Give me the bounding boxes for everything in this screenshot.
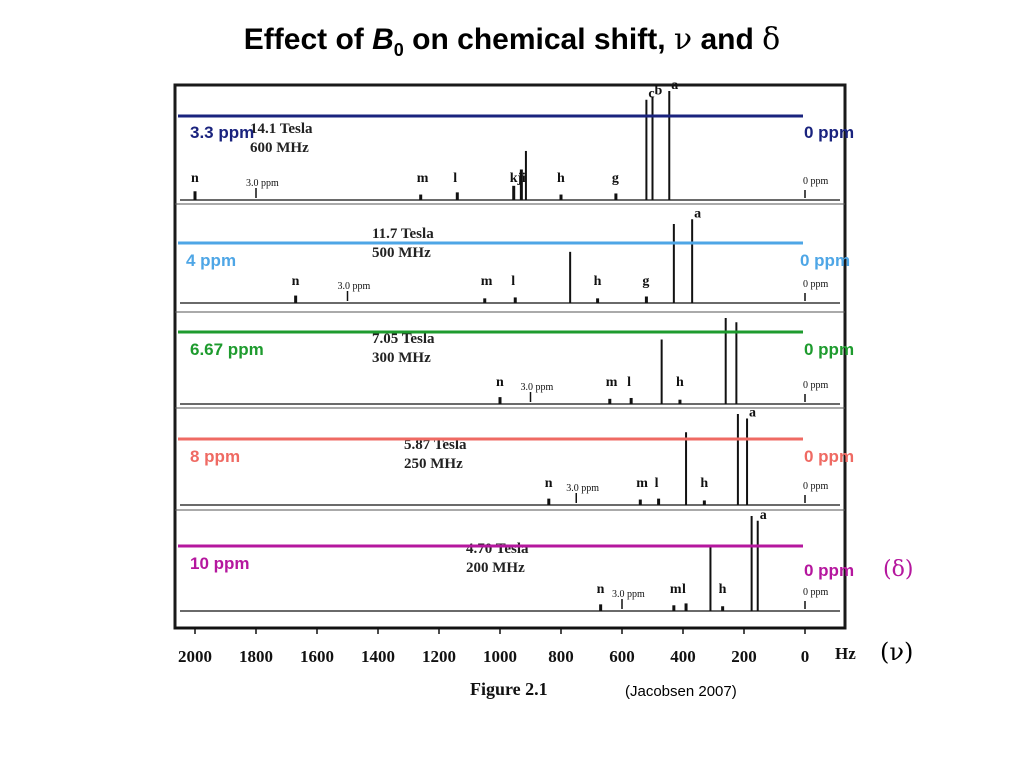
peak-label: g bbox=[612, 171, 619, 186]
slide-title: Effect of B0 on chemical shift, ν and δ bbox=[0, 22, 1024, 61]
zero-ppm-label: 0 ppm bbox=[803, 380, 829, 391]
peak-label: a bbox=[749, 406, 756, 421]
title-subscript: 0 bbox=[393, 40, 404, 60]
peak-label: l bbox=[453, 171, 457, 186]
ppm-range-right-label: 0 ppm bbox=[804, 340, 855, 359]
zero-ppm-label: 0 ppm bbox=[803, 481, 829, 492]
field-strength-label: 4.70 Tesla bbox=[466, 541, 529, 557]
x-tick-label: 600 bbox=[609, 647, 635, 666]
ppm-range-left-label: 6.67 ppm bbox=[190, 340, 264, 359]
ppm-range-left-label: 4 ppm bbox=[186, 251, 237, 270]
x-tick-label: 1800 bbox=[239, 647, 273, 666]
frequency-label: 600 MHz bbox=[250, 140, 309, 156]
peak-label: l bbox=[511, 274, 515, 289]
ppm-range-right-label: 0 ppm bbox=[804, 447, 855, 466]
title-prefix: Effect of bbox=[243, 23, 373, 56]
frequency-label: 300 MHz bbox=[372, 350, 431, 366]
peak-label: m bbox=[481, 274, 493, 289]
title-delta: δ bbox=[762, 22, 781, 57]
x-axis-label: Hz bbox=[835, 644, 856, 663]
peak-label: i bbox=[522, 171, 526, 186]
field-strength-label: 7.05 Tesla bbox=[372, 331, 435, 347]
spectrum-panel: n m l h a 3.0 ppm 0 ppm 5.87 Tesla 250 MHz bbox=[180, 406, 840, 506]
peak-label: h bbox=[594, 274, 602, 289]
field-strength-label: 14.1 Tesla bbox=[250, 121, 313, 137]
spectrum-panel: n m l h g a 3.0 ppm 0 ppm 11.7 Tesla 500 MHz bbox=[180, 206, 840, 304]
spectrum-panel: n m l h 3.0 ppm 0 ppm 7.05 Tesla 300 MHz bbox=[180, 318, 840, 405]
ppm-marker-label: 3.0 ppm bbox=[612, 589, 645, 600]
peak-label: m bbox=[636, 476, 648, 491]
peak-label: m bbox=[417, 171, 429, 186]
ppm-range-right-label: 0 ppm bbox=[804, 561, 855, 580]
ppm-marker-label: 3.0 ppm bbox=[521, 382, 554, 393]
field-strength-label: 11.7 Tesla bbox=[372, 226, 434, 242]
ppm-marker-label: 3.0 ppm bbox=[566, 483, 599, 494]
peak-label: h bbox=[719, 582, 727, 597]
x-tick-label: 2000 bbox=[178, 647, 212, 666]
x-tick-label: 400 bbox=[670, 647, 696, 666]
peak-label: l bbox=[682, 582, 686, 597]
peak-label: k bbox=[510, 171, 518, 186]
peak-label: c bbox=[648, 87, 654, 102]
ppm-range-right-label: 0 ppm bbox=[804, 123, 855, 142]
title-suffix: on chemical shift, bbox=[403, 23, 674, 56]
figure-frame bbox=[173, 83, 847, 630]
peak-label: m bbox=[606, 375, 618, 390]
x-tick-label: 1600 bbox=[300, 647, 334, 666]
delta-axis-label: (δ) bbox=[883, 557, 914, 582]
peak-label: j bbox=[516, 171, 522, 186]
peak-label: g bbox=[642, 274, 649, 289]
peak-label: l bbox=[655, 476, 659, 491]
title-b-symbol: B bbox=[372, 23, 394, 56]
peak-label: l bbox=[627, 375, 631, 390]
x-tick-label: 1200 bbox=[422, 647, 456, 666]
ppm-range-left-label: 10 ppm bbox=[190, 554, 250, 573]
peak-label: n bbox=[496, 375, 504, 390]
peak-label: a bbox=[760, 508, 767, 523]
nu-axis-label: (ν) bbox=[880, 638, 914, 666]
x-tick-label: 200 bbox=[731, 647, 757, 666]
peak-label: a bbox=[694, 206, 701, 221]
x-tick-label: 0 bbox=[801, 647, 810, 666]
ppm-range-left-label: 8 ppm bbox=[190, 447, 241, 466]
field-strength-label: 5.87 Tesla bbox=[404, 437, 467, 453]
ppm-range-right-label: 0 ppm bbox=[800, 251, 851, 270]
figure-caption: Figure 2.1 bbox=[470, 679, 548, 699]
spectrum-panel: n m l k j i h g c b a 3.0 ppm 0 ppm 14.1 Tesla 600 MHz bbox=[180, 78, 840, 201]
x-tick-label: 1000 bbox=[483, 647, 517, 666]
ppm-marker-label: 3.0 ppm bbox=[338, 281, 371, 292]
peak-label: n bbox=[597, 582, 605, 597]
peak-label: m bbox=[670, 582, 682, 597]
peak-label: h bbox=[700, 476, 708, 491]
ppm-marker-label: 3.0 ppm bbox=[246, 178, 279, 189]
citation: (Jacobsen 2007) bbox=[625, 683, 737, 700]
frequency-label: 200 MHz bbox=[466, 560, 525, 576]
zero-ppm-label: 0 ppm bbox=[803, 587, 829, 598]
peak-label: n bbox=[191, 171, 199, 186]
peak-label: n bbox=[292, 274, 300, 289]
frequency-label: 500 MHz bbox=[372, 245, 431, 261]
frequency-label: 250 MHz bbox=[404, 456, 463, 472]
peak-label: b bbox=[655, 83, 663, 98]
peak-label: h bbox=[557, 171, 565, 186]
peak-label: a bbox=[671, 78, 678, 93]
peak-label: h bbox=[676, 375, 684, 390]
x-tick-label: 800 bbox=[548, 647, 574, 666]
title-nu: ν bbox=[673, 22, 693, 57]
title-and: and bbox=[692, 23, 763, 56]
zero-ppm-label: 0 ppm bbox=[803, 176, 829, 187]
x-tick-label: 1400 bbox=[361, 647, 395, 666]
zero-ppm-label: 0 ppm bbox=[803, 279, 829, 290]
peak-label: n bbox=[545, 476, 553, 491]
ppm-range-left-label: 3.3 ppm bbox=[190, 123, 255, 142]
